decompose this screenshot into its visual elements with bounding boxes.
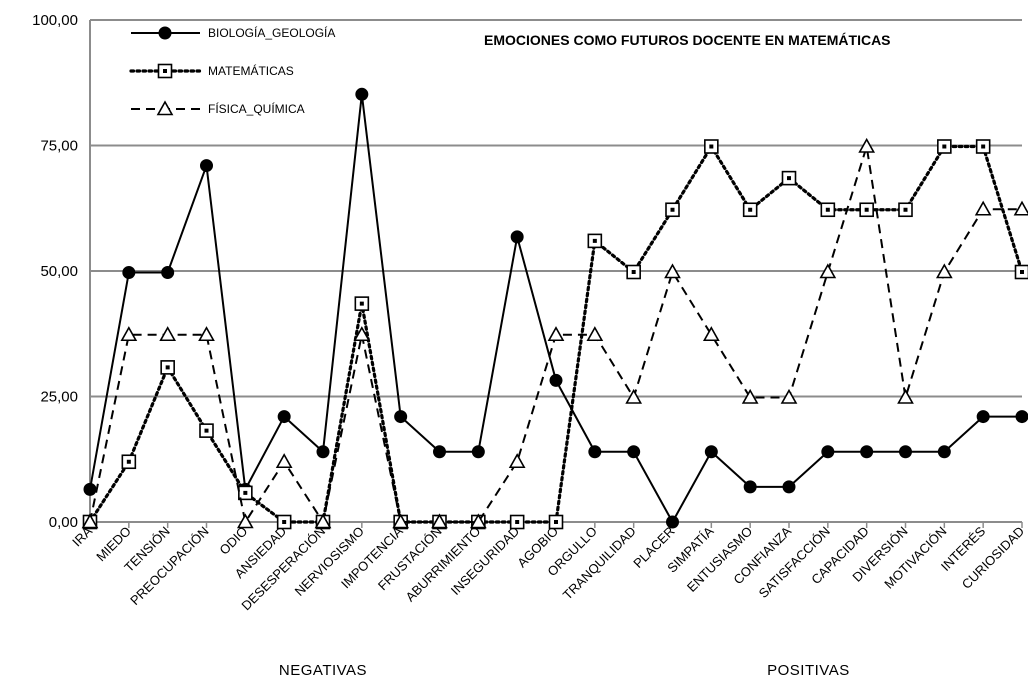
data-point xyxy=(588,445,602,459)
data-point xyxy=(702,326,720,342)
data-point xyxy=(238,485,253,501)
data-point xyxy=(781,170,797,186)
data-point xyxy=(471,445,485,459)
data-point xyxy=(236,513,254,529)
data-point xyxy=(937,445,951,459)
data-point xyxy=(780,388,798,404)
data-point xyxy=(200,159,213,173)
data-point xyxy=(704,445,718,459)
data-point xyxy=(548,514,564,530)
data-point xyxy=(937,139,952,154)
group-label: NEGATIVAS xyxy=(279,662,367,679)
data-point xyxy=(975,139,991,154)
data-point xyxy=(433,445,446,459)
data-point xyxy=(277,410,291,424)
data-point xyxy=(935,263,953,279)
data-point xyxy=(161,266,175,280)
data-point xyxy=(81,513,99,529)
data-point xyxy=(354,296,370,311)
x-tick-label: ODIO xyxy=(216,524,250,558)
data-point xyxy=(666,515,679,529)
data-point xyxy=(976,410,990,424)
legend-entry: FÍSICA_QUÍMICA xyxy=(131,100,305,116)
data-point xyxy=(392,513,410,529)
series-2 xyxy=(81,137,1028,529)
data-point xyxy=(897,388,914,404)
legend-entry: BIOLOGÍA_GEOLOGÍA xyxy=(131,25,335,40)
data-point xyxy=(858,137,876,153)
data-point xyxy=(974,200,992,216)
y-tick-label: 25,00 xyxy=(40,389,78,406)
data-point xyxy=(741,388,759,404)
data-point xyxy=(782,480,796,494)
data-point xyxy=(898,202,913,218)
data-point xyxy=(316,445,330,459)
x-tick-label: TRANQUILIDAD xyxy=(560,524,639,603)
y-tick-label: 100,00 xyxy=(32,12,78,29)
data-point xyxy=(704,139,719,154)
data-point xyxy=(586,326,604,342)
data-point xyxy=(276,514,292,530)
data-point xyxy=(508,453,526,469)
data-point xyxy=(625,388,643,404)
data-point xyxy=(743,480,757,494)
data-point xyxy=(587,233,603,249)
data-point xyxy=(742,202,758,218)
data-point xyxy=(122,266,136,280)
data-point xyxy=(160,360,175,375)
group-labels: NEGATIVAS POSITIVAS xyxy=(279,662,850,679)
chart-title: EMOCIONES COMO FUTUROS DOCENTE EN MATEMÁ… xyxy=(484,32,891,48)
data-point xyxy=(549,373,563,387)
series-line xyxy=(89,93,1022,523)
data-point xyxy=(159,326,177,342)
data-point xyxy=(121,454,137,470)
data-point xyxy=(1014,264,1028,280)
data-point xyxy=(314,513,332,529)
legend-label: FÍSICA_QUÍMICA xyxy=(208,101,305,116)
data-point xyxy=(355,87,369,101)
data-point xyxy=(860,445,874,459)
data-point xyxy=(547,326,565,342)
legend-entry: MATEMÁTICAS xyxy=(129,63,294,79)
x-tick-label: NERVIOSISMO xyxy=(292,524,367,599)
data-point xyxy=(199,423,214,438)
legend-label: MATEMÁTICAS xyxy=(208,63,294,78)
data-point xyxy=(83,482,97,496)
legend-marker xyxy=(157,63,173,79)
data-point xyxy=(120,326,138,342)
legend-label: BIOLOGÍA_GEOLOGÍA xyxy=(208,25,335,40)
data-point xyxy=(819,263,837,279)
data-point xyxy=(899,445,912,459)
y-tick-labels: 0,00 25,00 50,00 75,00 100,00 xyxy=(32,12,78,531)
data-point xyxy=(627,445,641,459)
data-point xyxy=(198,326,215,342)
series-1 xyxy=(82,139,1028,530)
y-tick-label: 50,00 xyxy=(40,263,78,280)
data-point xyxy=(394,410,408,424)
y-tick-label: 0,00 xyxy=(49,514,78,531)
data-point xyxy=(1015,410,1028,424)
data-point xyxy=(469,513,487,529)
data-point xyxy=(510,230,524,244)
data-point xyxy=(820,202,836,218)
x-tick-label: INSEGURIDAD xyxy=(448,524,522,598)
legend: BIOLOGÍA_GEOLOGÍA MATEMÁTICAS FÍSICA_QUÍMI… xyxy=(129,25,335,116)
data-point xyxy=(664,263,681,279)
data-point xyxy=(665,202,680,218)
data-point xyxy=(275,453,293,469)
data-point xyxy=(1013,200,1028,216)
y-tick-label: 75,00 xyxy=(40,138,78,155)
legend-marker xyxy=(158,26,172,40)
data-point xyxy=(626,264,641,280)
group-label: POSITIVAS xyxy=(767,662,850,679)
data-point xyxy=(431,513,448,529)
data-point xyxy=(353,326,371,342)
series-lines xyxy=(81,87,1028,530)
legend-marker xyxy=(156,100,174,116)
data-point xyxy=(509,514,525,530)
data-point xyxy=(859,202,874,218)
data-point xyxy=(821,445,835,459)
